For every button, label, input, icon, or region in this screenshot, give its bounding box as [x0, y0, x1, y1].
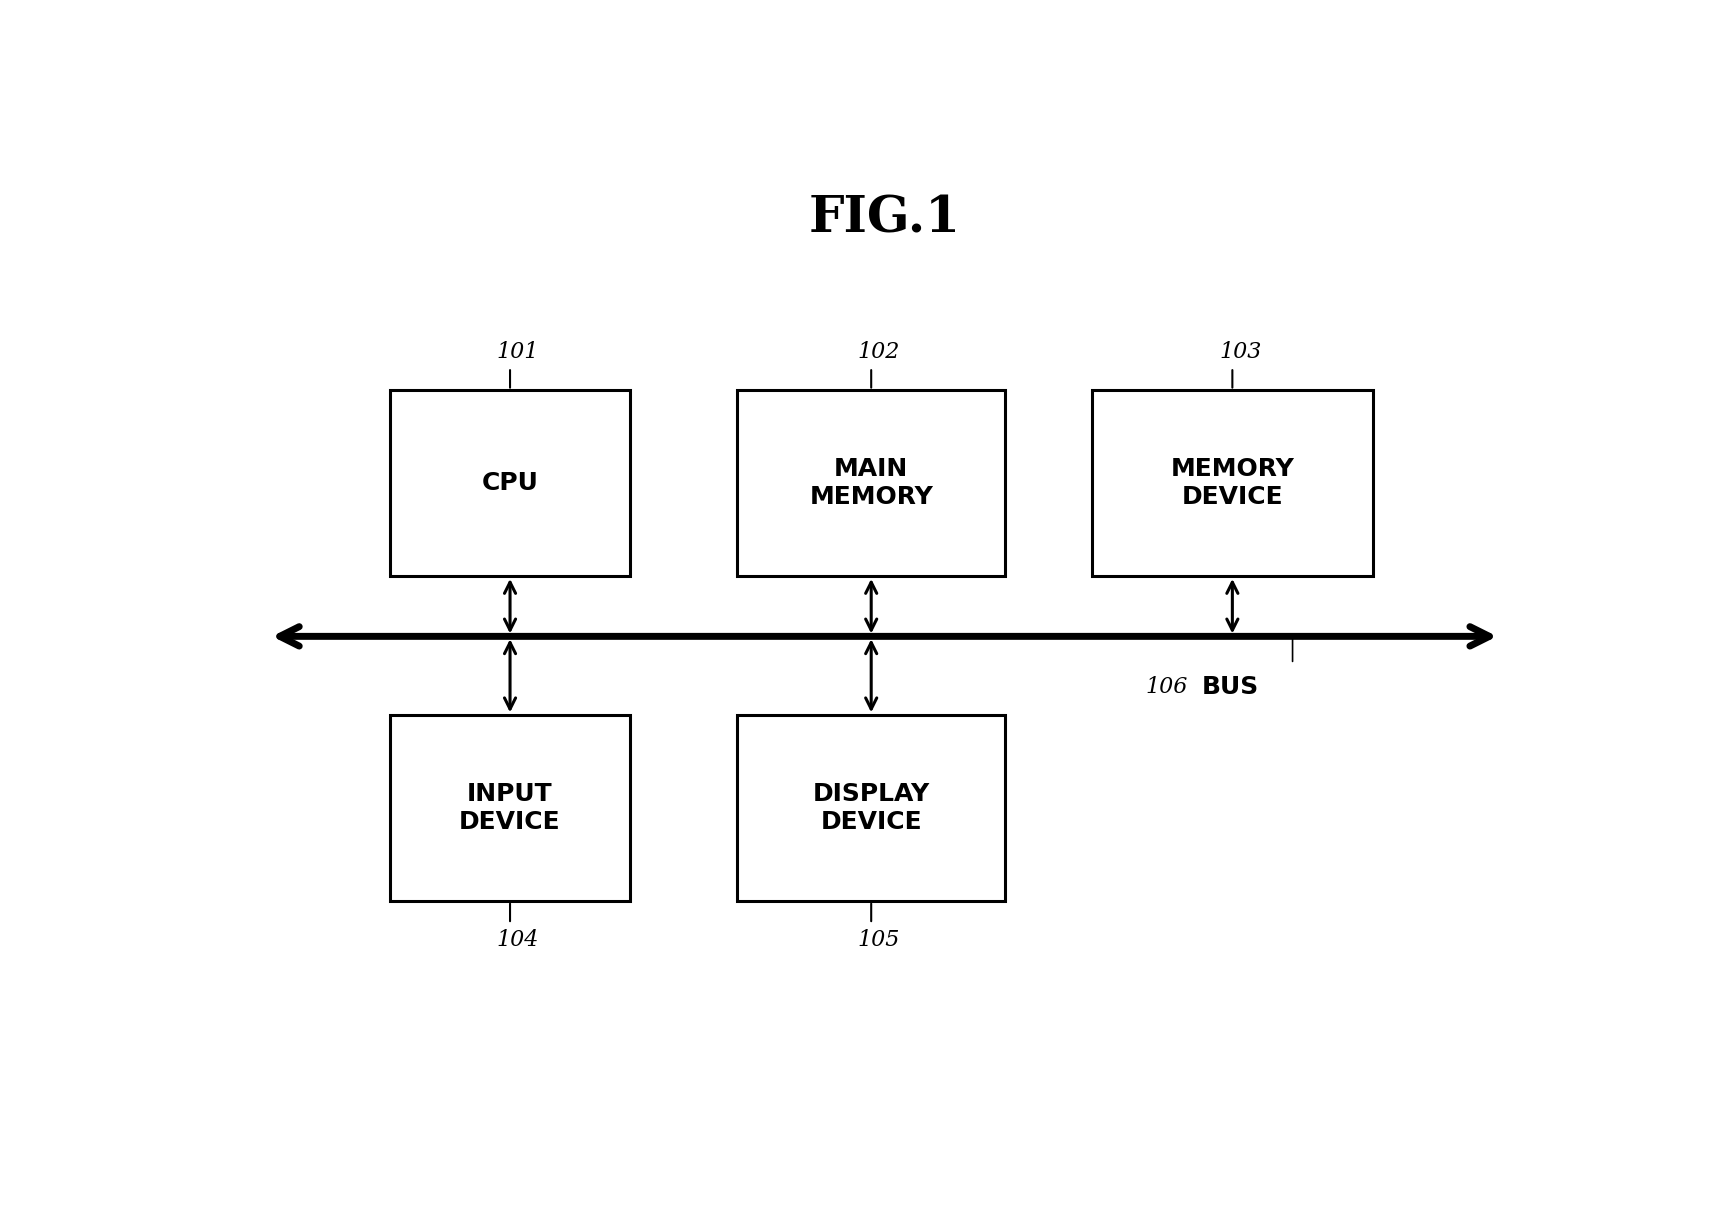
Text: 102: 102 — [858, 341, 901, 363]
Bar — [737, 390, 1005, 576]
Text: BUS: BUS — [1201, 675, 1258, 699]
Bar — [737, 716, 1005, 901]
Text: 106: 106 — [1146, 676, 1187, 699]
Text: 101: 101 — [497, 341, 539, 363]
Text: MEMORY
DEVICE: MEMORY DEVICE — [1170, 458, 1294, 510]
Text: INPUT
DEVICE: INPUT DEVICE — [459, 782, 561, 834]
Text: 104: 104 — [497, 929, 539, 951]
Text: DISPLAY
DEVICE: DISPLAY DEVICE — [813, 782, 930, 834]
Text: 103: 103 — [1219, 341, 1262, 363]
Bar — [1093, 390, 1372, 576]
Text: CPU: CPU — [482, 471, 539, 495]
Text: MAIN
MEMORY: MAIN MEMORY — [809, 458, 934, 510]
Text: FIG.1: FIG.1 — [808, 194, 961, 243]
Bar — [390, 716, 630, 901]
Bar — [390, 390, 630, 576]
Text: 105: 105 — [858, 929, 901, 951]
